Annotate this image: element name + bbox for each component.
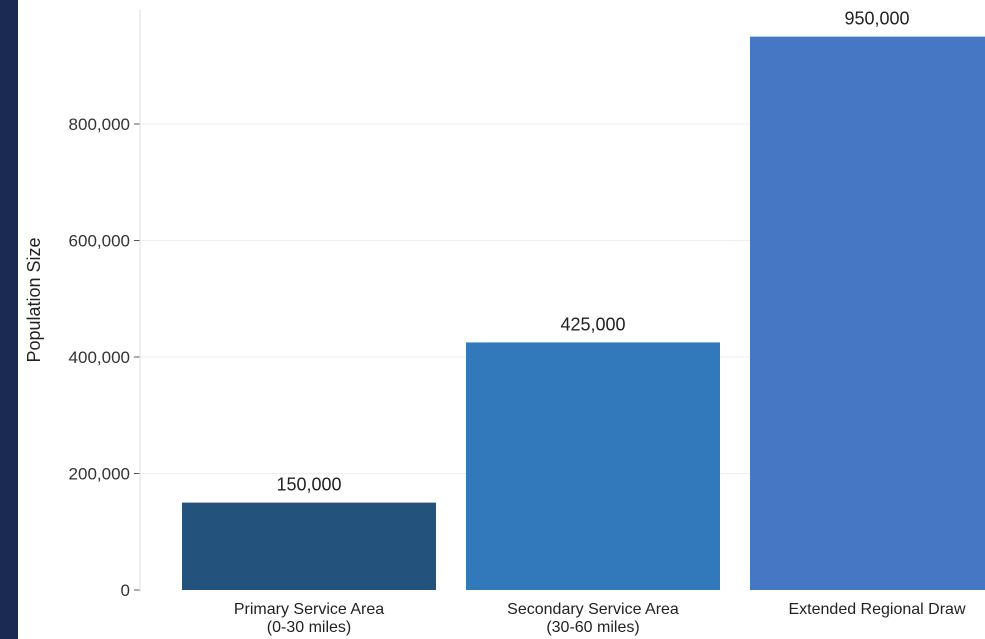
x-category-label: (30-60 miles)	[546, 619, 639, 636]
y-tick-label: 600,000	[69, 232, 130, 251]
y-tick-label: 200,000	[69, 465, 130, 484]
bar	[182, 502, 436, 590]
bar-value-label: 150,000	[276, 475, 341, 495]
x-category-label: Extended Regional Draw	[789, 601, 966, 618]
y-tick-label: 800,000	[69, 115, 130, 134]
y-axis-ticks: 0 200,000 400,000 600,000 800,000	[69, 115, 140, 600]
bar	[466, 342, 720, 590]
x-axis-categories: Primary Service Area(0-30 miles) Secondar…	[234, 601, 966, 636]
value-labels: 150,000 425,000 950,000	[276, 9, 909, 495]
y-axis-title: Population Size	[24, 237, 44, 362]
left-edge-stripe	[0, 0, 18, 639]
x-category-label: Secondary Service Area	[507, 601, 679, 618]
y-tick-label: 400,000	[69, 348, 130, 367]
bar-value-label: 425,000	[560, 314, 625, 334]
y-tick-label: 0	[121, 581, 130, 600]
bar-value-label: 950,000	[844, 9, 909, 29]
x-category-label: Primary Service Area	[234, 601, 384, 618]
x-category-label: (0-30 miles)	[267, 619, 351, 636]
bars	[182, 36, 985, 590]
bar	[750, 36, 985, 590]
